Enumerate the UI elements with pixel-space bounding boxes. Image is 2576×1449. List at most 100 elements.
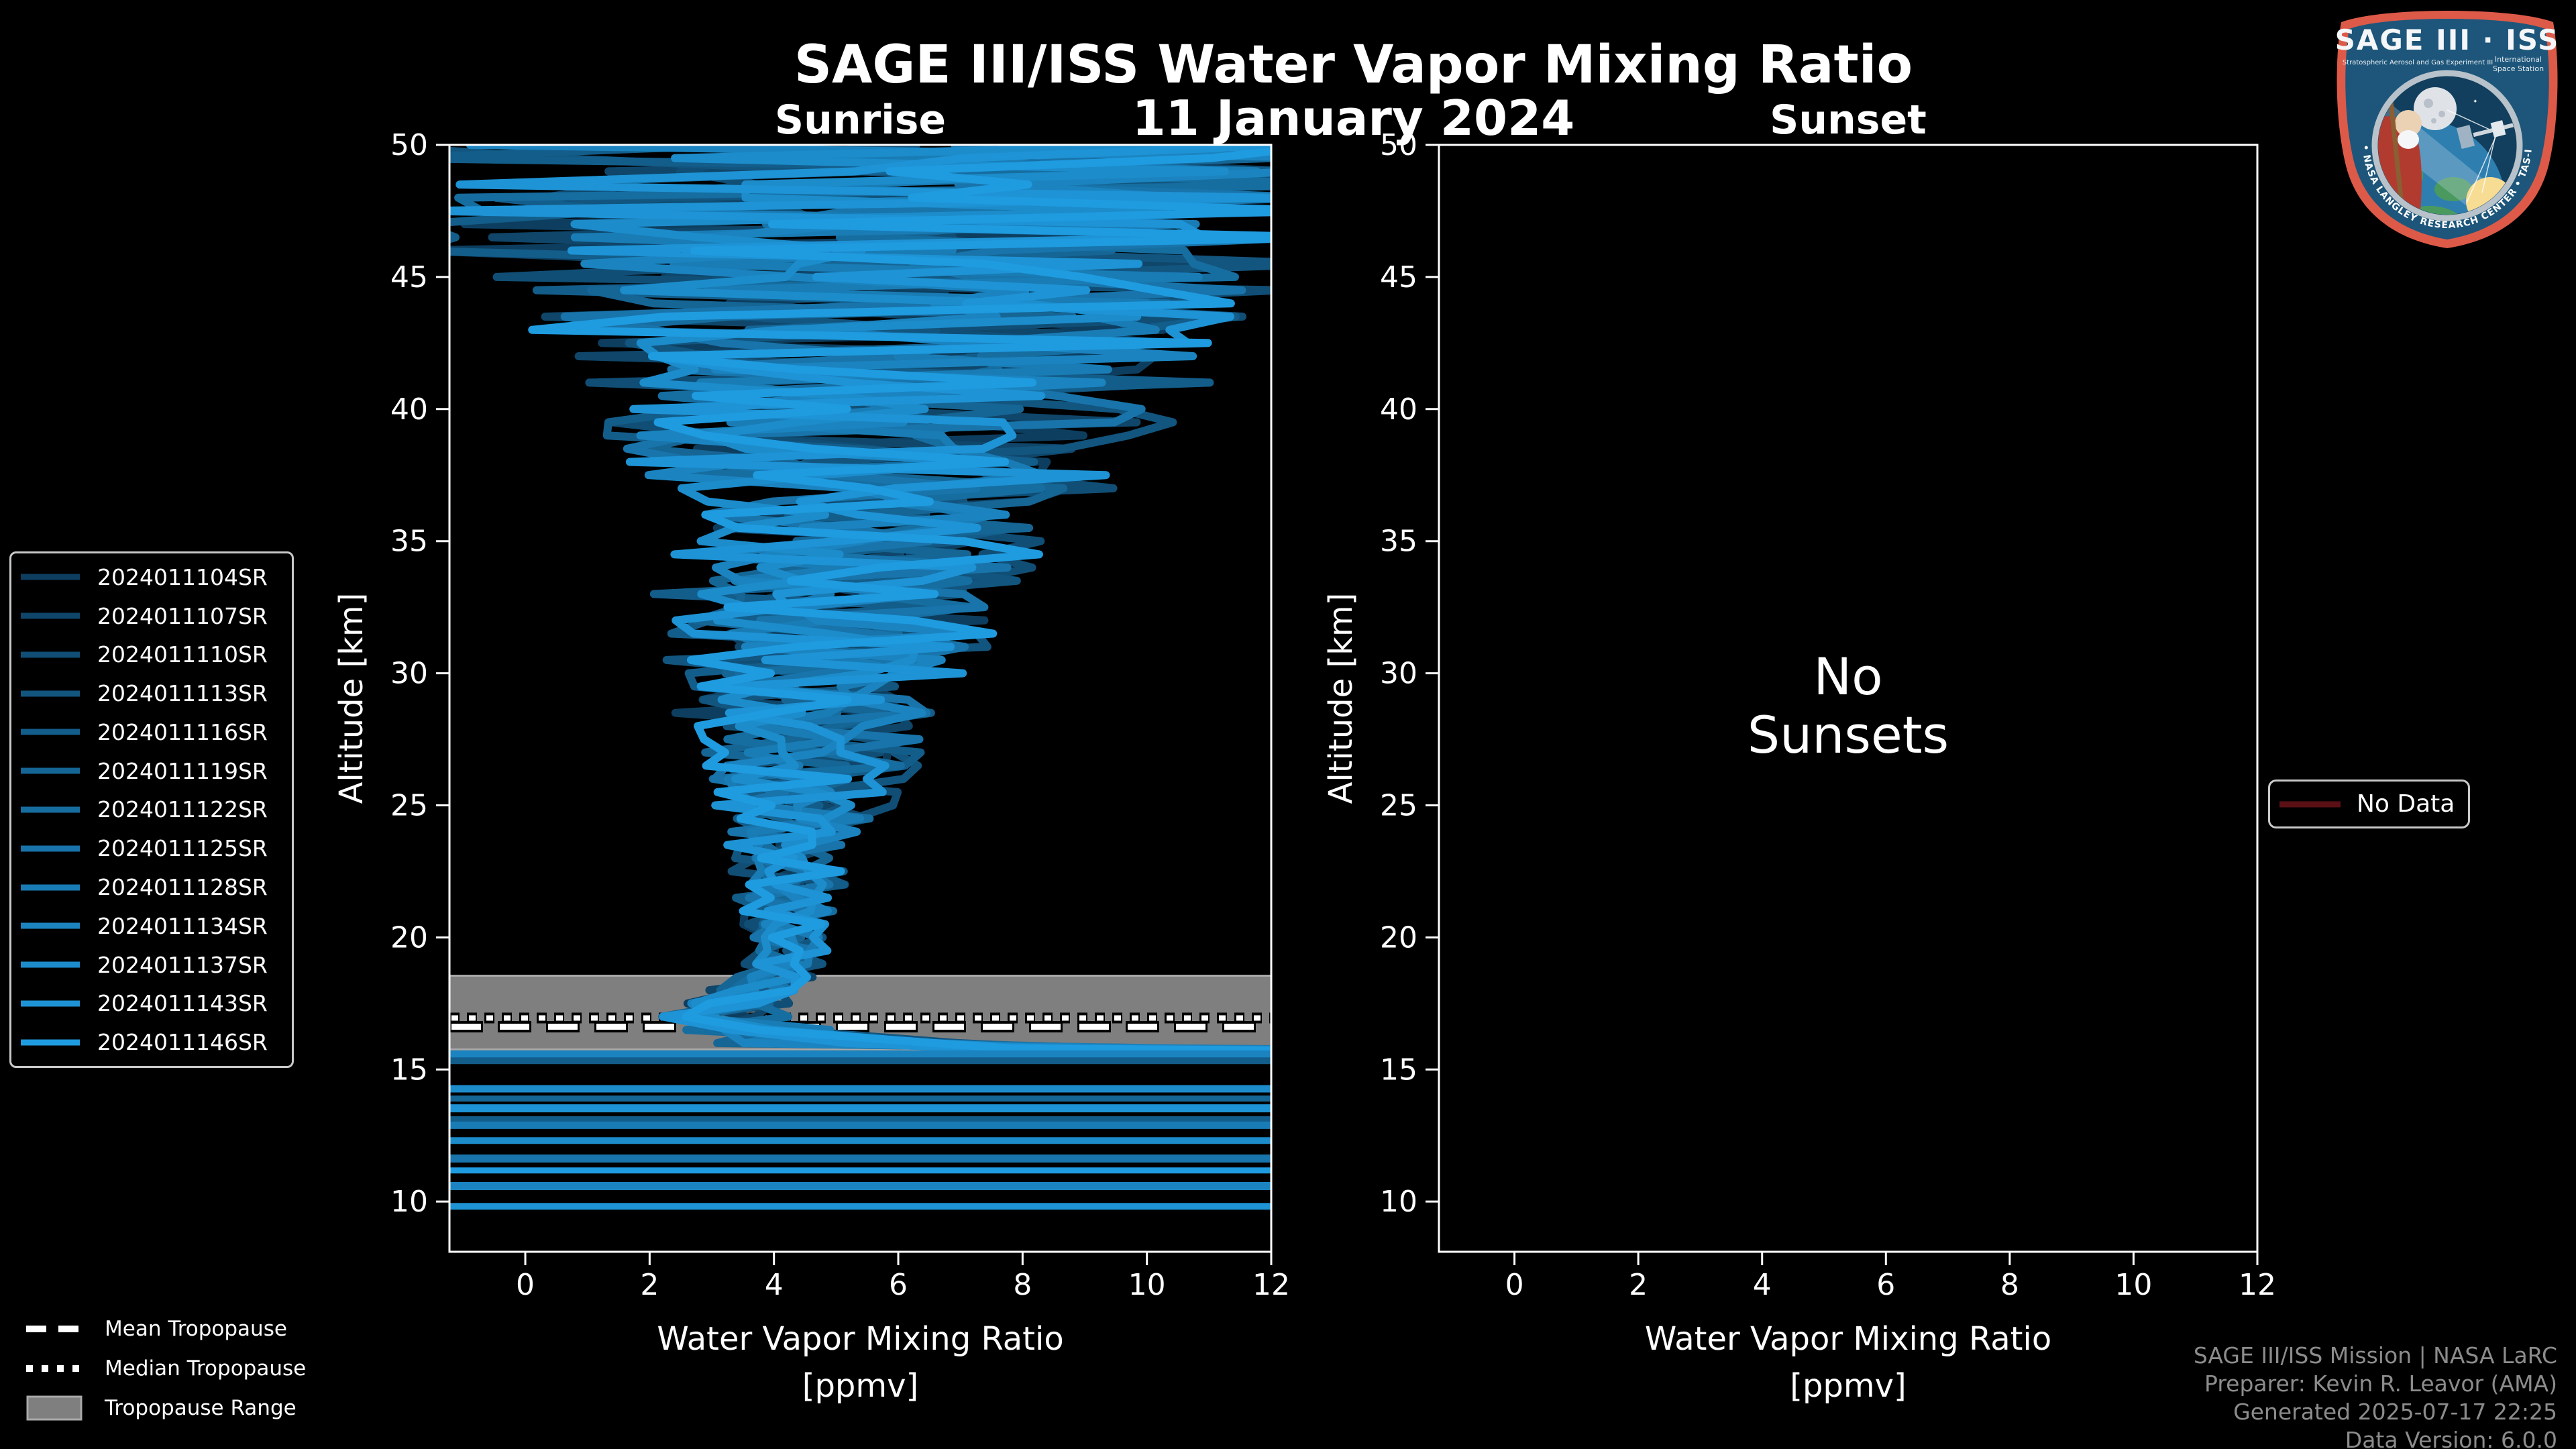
x-tick-label-sunset-6: 6 [1876, 1268, 1895, 1302]
sunrise-panel-data [449, 145, 1271, 1210]
mean-tropopause-label: Mean Tropopause [105, 1316, 287, 1341]
legend-item-2024011146SR: 2024011146SR [11, 1023, 292, 1061]
page-title: SAGE III/ISS Water Vapor Mixing Ratio [794, 35, 1913, 95]
y-tick-label-sunrise-30: 30 [390, 657, 428, 691]
legend-label: 2024011134SR [97, 912, 268, 939]
attribution-mission: SAGE III/ISS Mission | NASA LaRC [2193, 1342, 2557, 1368]
legend-label: 2024011107SR [97, 602, 268, 629]
legend-line-swatch [21, 574, 80, 580]
moon-icon [2414, 87, 2457, 130]
y-tick-label-sunset-20: 20 [1380, 920, 1417, 955]
legend-item-tropopause-range: Tropopause Range [26, 1388, 306, 1428]
patch-program-left: Stratospheric Aerosol and Gas Experiment… [2343, 59, 2493, 66]
y-tick-label-sunrise-50: 50 [390, 128, 428, 162]
legend-label: 2024011137SR [97, 951, 268, 978]
no-sunsets-annotation-line2: Sunsets [1748, 705, 1949, 765]
legend-label: 2024011146SR [97, 1029, 268, 1056]
legend-line-swatch [21, 806, 80, 813]
legend-line-swatch [21, 1039, 80, 1046]
x-tick-label-sunset-2: 2 [1629, 1268, 1648, 1302]
y-tick-label-sunrise-15: 15 [390, 1053, 428, 1087]
mean-tropopause-dashed-swatch [26, 1325, 83, 1332]
legend-line-swatch [21, 845, 80, 852]
median-tropopause-dotted-swatch [26, 1364, 83, 1372]
y-tick-label-sunset-40: 40 [1380, 392, 1417, 427]
x-tick-label-sunrise-8: 8 [1013, 1268, 1032, 1302]
y-tick-label-sunrise-40: 40 [390, 392, 428, 427]
legend-item-2024011134SR: 2024011134SR [11, 907, 292, 945]
y-tick-label-sunset-10: 10 [1380, 1185, 1417, 1219]
tropopause-range-swatch [26, 1395, 83, 1420]
x-axis-label-sunrise: Water Vapor Mixing Ratio [657, 1320, 1063, 1358]
legend-line-swatch [21, 690, 80, 697]
legend-item-2024011128SR: 2024011128SR [11, 868, 292, 906]
legend-item-2024011125SR: 2024011125SR [11, 829, 292, 867]
profile-line-2024011146SR [528, 147, 1271, 1055]
legend-line-swatch [21, 961, 80, 968]
legend-line-swatch [21, 884, 80, 891]
x-tick-label-sunrise-10: 10 [1128, 1268, 1166, 1302]
attribution-data-version: Data Version: 6.0.0 [2345, 1427, 2557, 1449]
y-tick-label-sunset-50: 50 [1380, 128, 1417, 162]
panel-border-sunset [1438, 144, 2259, 1253]
y-tick-label-sunset-15: 15 [1380, 1053, 1417, 1087]
legend-label: 2024011110SR [97, 641, 268, 668]
x-tick-label-sunrise-6: 6 [889, 1268, 908, 1302]
y-tick-label-sunset-35: 35 [1380, 525, 1417, 559]
legend-label: 2024011116SR [97, 718, 268, 745]
legend-label: 2024011113SR [97, 680, 268, 707]
x-tick-label-sunset-0: 0 [1505, 1268, 1524, 1302]
patch-program-right-1: International [2495, 55, 2542, 64]
x-axis-units-sunset: [ppmv] [1790, 1367, 1907, 1405]
sunrise-event-legend: 2024011104SR 2024011107SR 2024011110SR 2024… [9, 551, 294, 1068]
legend-item-mean-tropopause: Mean Tropopause [26, 1309, 306, 1348]
legend-line-swatch [21, 767, 80, 774]
no-data-label: No Data [2357, 790, 2455, 818]
panel-title-sunset: Sunset [1770, 97, 1927, 144]
legend-label: 2024011125SR [97, 835, 268, 862]
legend-line-swatch [21, 651, 80, 658]
tropopause-range-label: Tropopause Range [105, 1395, 297, 1420]
x-tick-label-sunset-10: 10 [2114, 1268, 2152, 1302]
legend-label: 2024011104SR [97, 564, 268, 590]
x-tick-label-sunrise-2: 2 [640, 1268, 659, 1302]
iss-icon [2456, 120, 2516, 150]
legend-label: 2024011122SR [97, 796, 268, 823]
y-tick-label-sunrise-25: 25 [390, 788, 428, 822]
y-tick-label-sunset-30: 30 [1380, 657, 1417, 691]
median-tropopause-label: Median Tropopause [105, 1356, 307, 1381]
attribution-preparer: Preparer: Kevin R. Leavor (AMA) [2204, 1371, 2557, 1397]
legend-item-2024011119SR: 2024011119SR [11, 752, 292, 790]
legend-item-2024011143SR: 2024011143SR [11, 984, 292, 1022]
tropopause-legend: Mean Tropopause Median Tropopause Tropop… [26, 1309, 306, 1428]
legend-label: 2024011143SR [97, 990, 268, 1017]
legend-item-2024011122SR: 2024011122SR [11, 790, 292, 828]
legend-line-swatch [21, 612, 80, 619]
attribution-generated: Generated 2025-07-17 22:25 [2233, 1399, 2557, 1425]
legend-line-swatch [21, 922, 80, 929]
legend-item-2024011116SR: 2024011116SR [11, 713, 292, 751]
patch-mission-name: SAGE III · ISS [2335, 23, 2560, 56]
x-tick-label-sunset-12: 12 [2239, 1268, 2276, 1302]
patch-program-right-2: Space Station [2493, 64, 2544, 73]
x-tick-label-sunrise-12: 12 [1252, 1268, 1290, 1302]
x-tick-label-sunset-4: 4 [1753, 1268, 1772, 1302]
attribution-block: SAGE III/ISS Mission | NASA LaRC Prepare… [2194, 1342, 2557, 1449]
y-tick-label-sunrise-45: 45 [390, 260, 428, 294]
legend-item-median-tropopause: Median Tropopause [26, 1348, 306, 1388]
no-sunsets-annotation-line1: No [1813, 647, 1882, 706]
legend-line-swatch [21, 729, 80, 735]
y-axis-label-sunrise: Altitude [km] [333, 593, 370, 804]
x-axis-units-sunrise: [ppmv] [802, 1367, 919, 1405]
legend-item-2024011104SR: 2024011104SR [11, 558, 292, 596]
y-axis-label-sunset: Altitude [km] [1322, 593, 1360, 804]
y-tick-label-sunrise-20: 20 [390, 920, 428, 955]
no-data-line-swatch [2279, 801, 2341, 807]
legend-label: 2024011128SR [97, 874, 268, 901]
panel-title-sunrise: Sunrise [774, 97, 947, 144]
date-subtitle: 11 January 2024 [1132, 90, 1575, 146]
legend-item-2024011137SR: 2024011137SR [11, 946, 292, 984]
x-axis-label-sunset: Water Vapor Mixing Ratio [1645, 1320, 2051, 1358]
